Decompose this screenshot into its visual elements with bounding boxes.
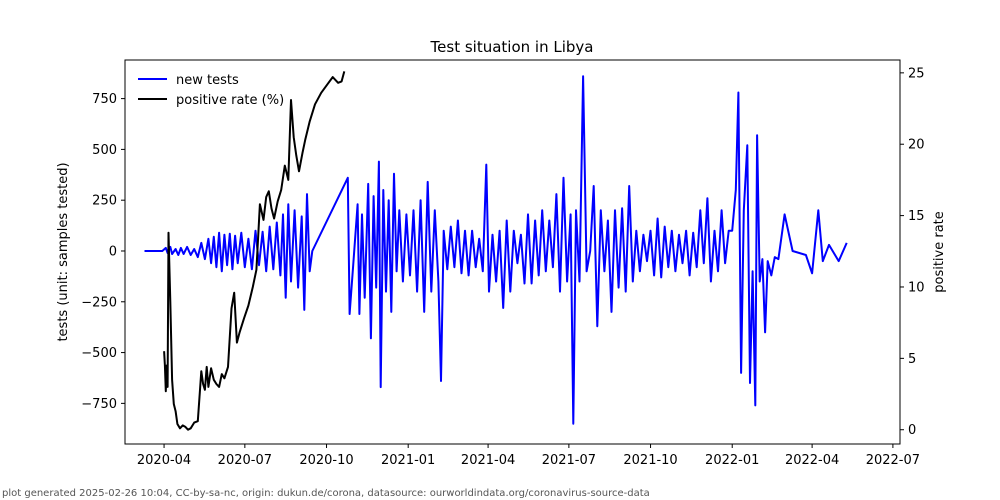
x-axis: 2020-04 2020-07 2020-10 2021-01 2021-04 2021-… [137,444,920,468]
y-axis-label: tests (unit: samples tested) [56,162,71,341]
x-tick-label: 2021-07 [542,453,596,468]
y2-tick-label: 10 [908,280,925,295]
y-tick-label: −250 [81,295,117,310]
y2-tick-label: 25 [908,66,925,81]
x-tick-label: 2022-07 [866,453,920,468]
y2-tick-label: 15 [908,209,925,224]
y-tick-label: 0 [109,244,117,259]
plot-series [144,71,848,431]
series-line-new-tests [144,75,848,425]
x-tick-label: 2021-04 [461,453,515,468]
y-tick-label: 250 [92,194,117,209]
y2-axis-label: positive rate [932,211,947,293]
x-tick-label: 2020-04 [137,453,191,468]
legend-label-new-tests: new tests [176,73,239,88]
y2-tick-label: 0 [908,423,916,438]
legend-label-positive-rate: positive rate (%) [176,93,284,108]
footer-credit: plot generated 2025-02-26 10:04, CC-by-s… [2,488,650,499]
series-line-positive-rate [163,71,346,431]
x-tick-label: 2020-10 [299,453,353,468]
x-tick-label: 2020-07 [218,453,272,468]
x-tick-label: 2022-01 [705,453,759,468]
legend: new tests positive rate (%) [138,73,284,108]
x-tick-label: 2021-10 [623,453,677,468]
y-axis-right: 0 5 10 15 20 25 [900,66,925,438]
plot-frame [124,59,901,445]
y2-tick-label: 20 [908,138,925,153]
chart-title: Test situation in Libya [430,38,594,56]
y-tick-label: 500 [92,143,117,158]
x-tick-label: 2022-04 [785,453,839,468]
y-tick-label: −500 [81,346,117,361]
y-tick-label: 750 [92,92,117,107]
y-axis-left: −750 −500 −250 0 250 500 750 [81,92,125,412]
y-tick-label: −750 [81,397,117,412]
x-tick-label: 2021-01 [381,453,435,468]
y2-tick-label: 5 [908,352,916,367]
